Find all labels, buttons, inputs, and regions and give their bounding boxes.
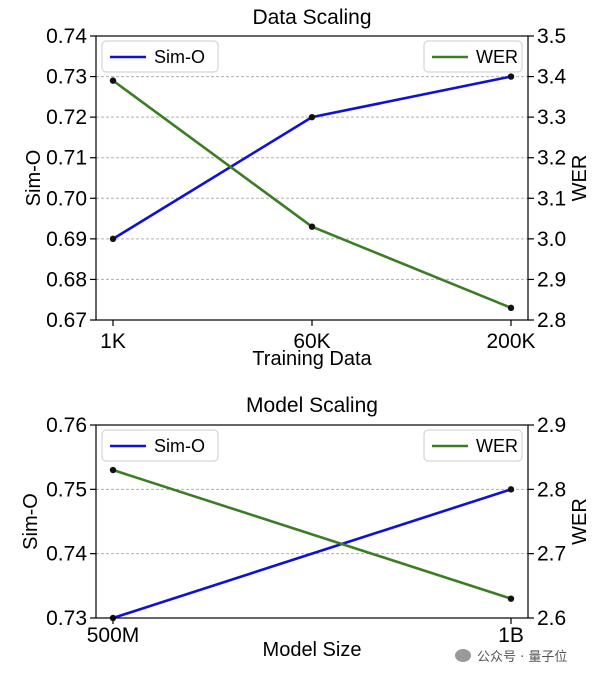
y-tick-label-left: 0.67: [46, 309, 87, 332]
x-tick-label: 1B: [498, 624, 524, 647]
chart-title: Data Scaling: [252, 6, 371, 29]
y-tick-label-right: 3.1: [537, 187, 566, 210]
chart-2: Model Scaling 0.73 0.74 0.75 0.76 2.6 2.7 2.8 2.…: [20, 394, 591, 661]
wechat-icon: [455, 649, 471, 662]
x-axis-label: Training Data: [252, 348, 372, 370]
watermark-text: 公众号 · 量子位: [477, 650, 568, 665]
y-tick-label-right: 3.5: [537, 25, 566, 48]
y-tick-label-right: 2.8: [537, 478, 566, 501]
legend-label: WER: [476, 47, 518, 67]
legend-wer: WER: [423, 429, 523, 462]
y-tick-label-right: 3.3: [537, 106, 566, 129]
legend-box: [101, 429, 219, 462]
y-tick-label-right: 2.8: [537, 309, 566, 332]
y-tick-label-left: 0.69: [46, 228, 87, 251]
y-tick-label-right: 2.9: [537, 414, 566, 437]
data-point-wer: [507, 304, 515, 312]
y-tick-label-left: 0.75: [46, 478, 87, 501]
data-point-sim-o: [308, 113, 316, 121]
data-point-sim-o: [507, 73, 515, 80]
y-tick-label-right: 2.6: [537, 607, 566, 630]
x-axis-label: Model Size: [263, 639, 362, 661]
y-tick-label-left: 0.73: [46, 607, 87, 630]
legend-box: [423, 40, 523, 73]
legend-label: WER: [476, 436, 518, 456]
y-tick-label-right: 3.2: [537, 147, 566, 170]
data-point-sim-o: [507, 486, 515, 493]
x-tick-label: 1K: [100, 330, 126, 353]
data-point-wer: [507, 595, 515, 602]
chart-1: Data Scaling 0.67 0.68 0.69 0.70 0.71 0.72 0.73…: [23, 6, 591, 370]
data-point-wer: [308, 223, 316, 230]
y-tick-label-left: 0.76: [46, 414, 87, 437]
legend-sim-o: Sim-O: [101, 40, 219, 73]
y-axis-label-left: Sim-O: [20, 493, 42, 550]
y-tick-label-right: 3.0: [537, 228, 566, 251]
series-line-wer: [112, 468, 512, 600]
y-tick-label-left: 0.71: [46, 147, 87, 170]
x-tick-label: 200K: [486, 330, 535, 353]
y-axis-label-right: WER: [569, 155, 591, 202]
x-tick-label: 60K: [293, 330, 330, 353]
chart-title: Model Scaling: [246, 394, 378, 417]
series-line-sim-o: [112, 488, 512, 620]
plot-frame: [95, 424, 529, 619]
data-point-wer: [109, 77, 117, 84]
y-tick-label-left: 0.74: [46, 25, 87, 48]
legend-label: Sim-O: [154, 436, 205, 456]
y-tick-label-left: 0.73: [46, 66, 87, 89]
watermark: 公众号 · 量子位: [455, 646, 567, 665]
legend-wer: WER: [423, 40, 523, 73]
data-point-sim-o: [109, 235, 117, 243]
y-tick-label-right: 2.9: [537, 268, 566, 291]
legend-box: [423, 429, 523, 462]
y-tick-label-right: 2.7: [537, 543, 566, 566]
y-tick-label-right: 3.4: [537, 66, 567, 89]
y-tick-label-left: 0.68: [46, 268, 87, 291]
x-tick-label: 500M: [87, 624, 140, 647]
data-point-wer: [109, 466, 117, 474]
y-axis-label-left: Sim-O: [23, 150, 45, 207]
y-tick-label-left: 0.74: [46, 543, 87, 566]
y-axis-label-right: WER: [569, 498, 591, 545]
legend-sim-o: Sim-O: [101, 429, 219, 462]
legend-label: Sim-O: [154, 47, 205, 67]
y-tick-label-left: 0.72: [46, 106, 87, 129]
y-tick-label-left: 0.70: [46, 187, 87, 210]
plot-frame: [95, 35, 529, 321]
legend-box: [101, 40, 219, 73]
